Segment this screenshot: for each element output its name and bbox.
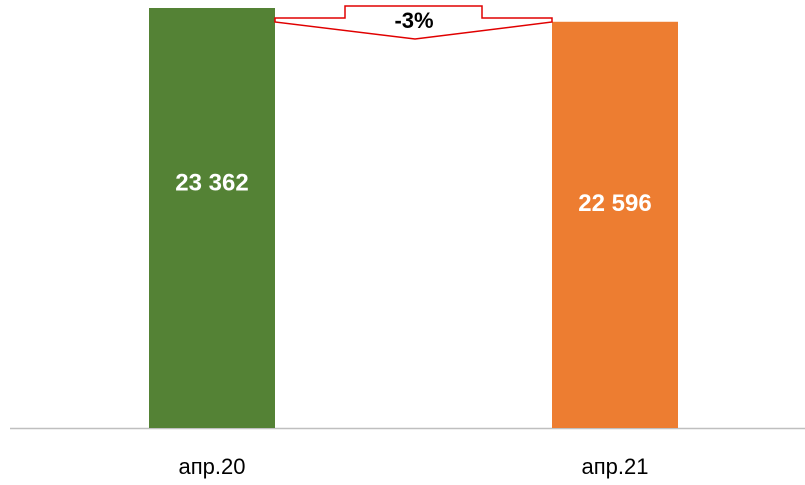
bar: [149, 8, 275, 428]
change-label: -3%: [394, 8, 433, 33]
x-tick-label: апр.21: [582, 454, 649, 479]
bar: [552, 21, 678, 428]
change-arrow: [274, 5, 553, 40]
x-tick-label: апр.20: [179, 454, 246, 479]
value-label: 23 362: [175, 169, 248, 196]
value-label: 22 596: [578, 190, 651, 217]
